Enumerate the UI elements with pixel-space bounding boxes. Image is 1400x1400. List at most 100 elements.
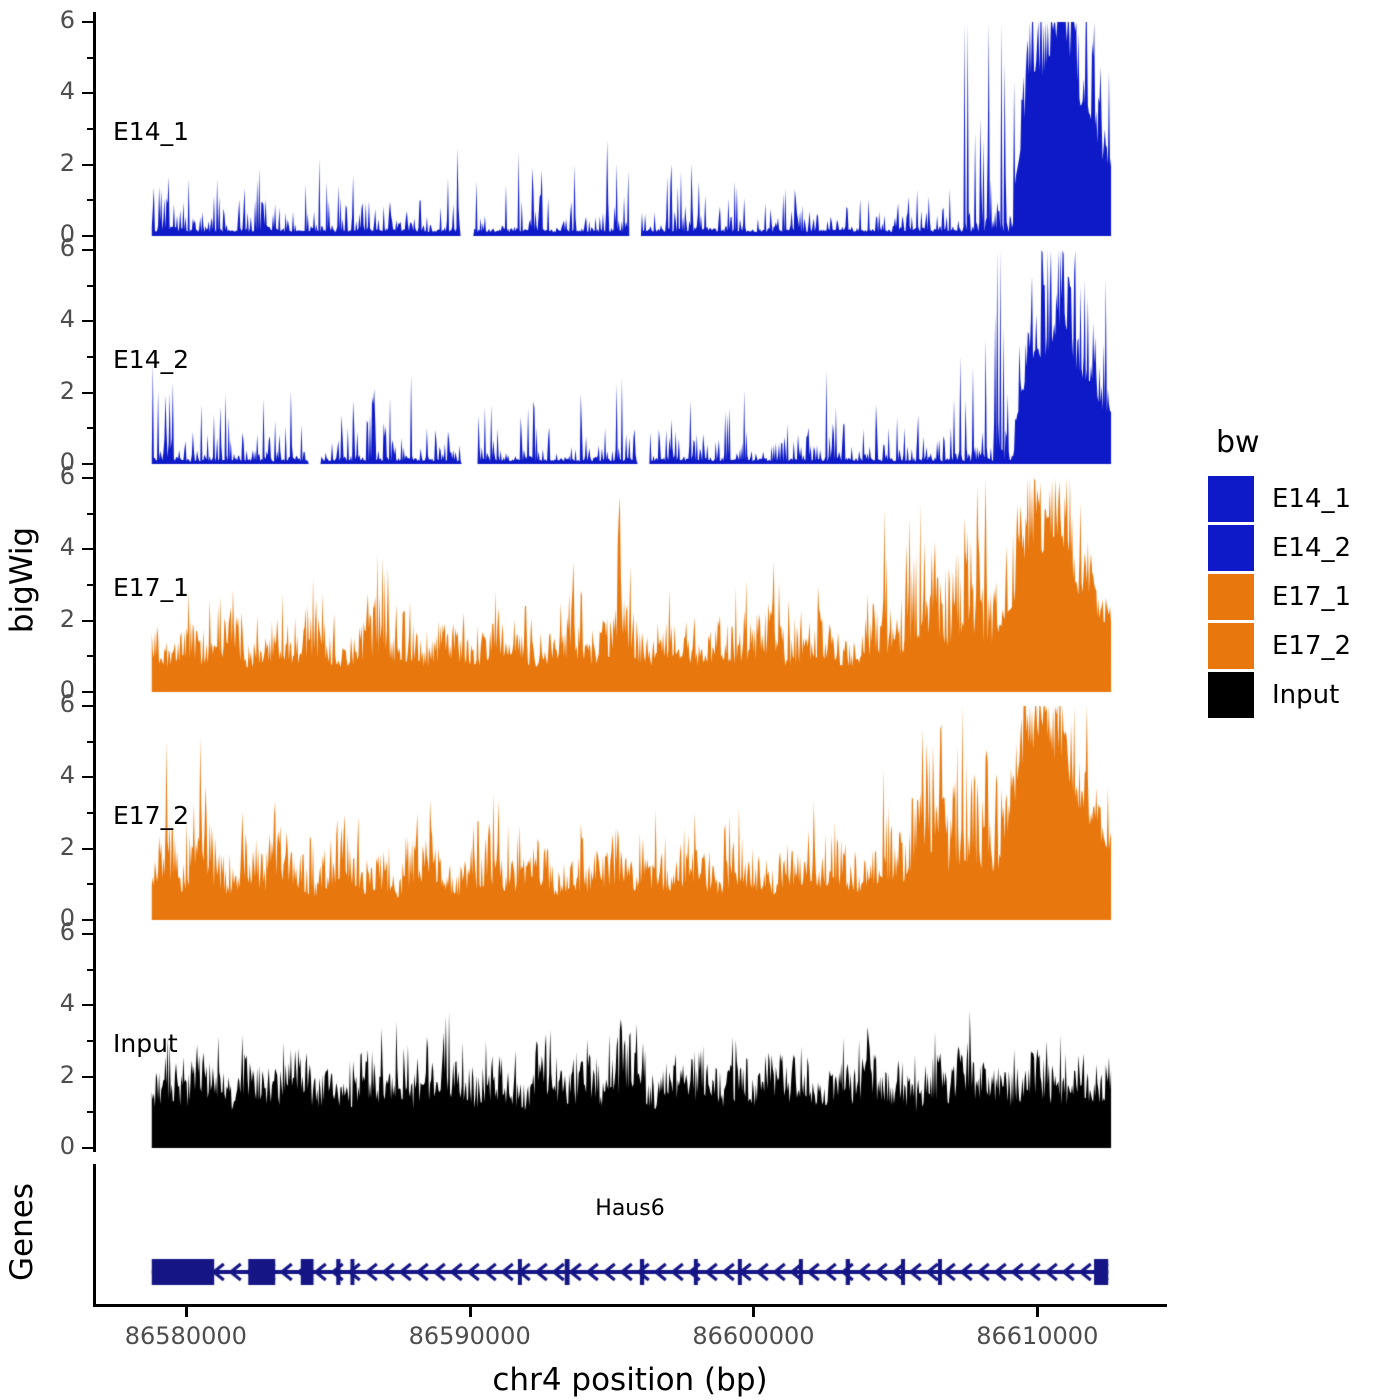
y-axis-line-e14_1 xyxy=(93,12,96,240)
y-tick-label: 6 xyxy=(59,918,75,946)
y-tick-major xyxy=(82,21,93,23)
y-tick-label: 4 xyxy=(59,761,75,790)
legend-item-list: E14_1 E14_2 E17_1 E17_2 Input xyxy=(1208,476,1351,718)
y-tick-label: 2 xyxy=(59,148,75,177)
y-tick-major xyxy=(82,92,93,95)
y-axis-label-genes: Genes xyxy=(4,1183,40,1281)
legend-item-e17_1[interactable]: E17_1 xyxy=(1208,574,1351,620)
y-tick-label: 4 xyxy=(59,305,75,334)
y-tick-label: 0 xyxy=(59,448,75,476)
y-tick-label: 2 xyxy=(59,376,75,405)
y-tick-minor xyxy=(87,427,93,430)
legend-swatch xyxy=(1208,525,1254,571)
coverage-area-input xyxy=(95,924,1165,1152)
y-axis-line-e17_2 xyxy=(93,696,96,924)
y-tick-major xyxy=(82,391,93,394)
y-tick-minor xyxy=(87,584,93,586)
y-tick-label: 0 xyxy=(59,220,75,248)
y-tick-major xyxy=(82,163,93,166)
y-tick-minor xyxy=(87,1111,93,1114)
x-tick-label: 86600000 xyxy=(692,1322,815,1350)
legend-item-input[interactable]: Input xyxy=(1208,672,1351,718)
legend-title: bw xyxy=(1216,425,1260,460)
y-tick-major xyxy=(82,933,93,935)
y-axis-line-e14_2 xyxy=(93,240,96,468)
y-tick-label: 6 xyxy=(59,234,75,262)
gene-axis-line xyxy=(93,1164,96,1304)
track-label-e17_1: E17_1 xyxy=(113,572,190,602)
track-panel-e17_1 xyxy=(95,468,1165,696)
legend-item-e14_2[interactable]: E14_2 xyxy=(1208,525,1351,571)
legend-label: E17_2 xyxy=(1272,631,1352,661)
legend-label: E17_1 xyxy=(1272,582,1352,612)
track-panel-e14_2 xyxy=(95,240,1165,468)
y-tick-major xyxy=(82,548,93,551)
y-tick-major xyxy=(82,1004,93,1007)
legend-swatch xyxy=(1208,672,1254,718)
legend-label: E14_2 xyxy=(1272,533,1352,563)
track-panel-e14_1 xyxy=(95,12,1165,240)
y-tick-major xyxy=(82,776,93,779)
track-panel-input xyxy=(95,924,1165,1152)
y-tick-major xyxy=(82,463,93,465)
y-tick-major xyxy=(82,919,93,921)
y-tick-label: 6 xyxy=(59,6,75,34)
track-label-input: Input xyxy=(113,1028,178,1058)
x-axis-line xyxy=(93,1304,1167,1307)
y-tick-label: 0 xyxy=(59,904,75,932)
legend-swatch xyxy=(1208,574,1254,620)
x-tick xyxy=(184,1307,188,1317)
gene-model-canvas xyxy=(95,1164,1165,1304)
y-tick-minor xyxy=(87,356,93,358)
y-tick-label: 0 xyxy=(59,676,75,704)
track-label-e17_2: E17_2 xyxy=(113,800,190,830)
gene-name-label: Haus6 xyxy=(595,1196,665,1221)
x-tick xyxy=(752,1307,756,1317)
x-tick-label: 86580000 xyxy=(124,1322,247,1350)
y-tick-minor xyxy=(87,1040,93,1042)
x-tick-label: 86610000 xyxy=(976,1322,1099,1350)
legend-item-e17_2[interactable]: E17_2 xyxy=(1208,623,1351,669)
y-tick-minor xyxy=(87,883,93,886)
y-tick-major xyxy=(82,1147,93,1149)
y-tick-label: 2 xyxy=(59,604,75,633)
y-tick-minor xyxy=(87,199,93,202)
y-tick-label: 2 xyxy=(59,832,75,861)
y-tick-label: 4 xyxy=(59,989,75,1018)
y-tick-major xyxy=(82,619,93,622)
x-axis-label: chr4 position (bp) xyxy=(492,1362,768,1398)
y-tick-label: 6 xyxy=(59,690,75,718)
y-axis-line-e17_1 xyxy=(93,468,96,696)
y-tick-major xyxy=(82,1075,93,1078)
legend: bw E14_1 E14_2 E17_1 E17_2 Input xyxy=(1208,425,1351,721)
y-tick-minor xyxy=(87,655,93,658)
coverage-area-e14_2 xyxy=(95,240,1165,468)
y-tick-minor xyxy=(87,740,93,743)
track-label-e14_2: E14_2 xyxy=(113,344,190,374)
y-tick-label: 2 xyxy=(59,1060,75,1089)
y-tick-major xyxy=(82,705,93,707)
y-tick-major xyxy=(82,691,93,693)
legend-label: E14_1 xyxy=(1272,484,1352,514)
x-tick xyxy=(1036,1307,1040,1317)
y-tick-major xyxy=(82,847,93,850)
y-tick-minor xyxy=(87,56,93,59)
y-tick-major xyxy=(82,235,93,237)
y-axis-label-bigwig: bigWig xyxy=(4,526,40,634)
y-tick-label: 0 xyxy=(59,1132,75,1160)
legend-swatch xyxy=(1208,476,1254,522)
y-tick-minor xyxy=(87,812,93,814)
y-tick-major xyxy=(82,249,93,251)
y-tick-minor xyxy=(87,128,93,130)
y-tick-minor xyxy=(87,512,93,515)
y-tick-minor xyxy=(87,968,93,971)
legend-item-e14_1[interactable]: E14_1 xyxy=(1208,476,1351,522)
legend-swatch xyxy=(1208,623,1254,669)
y-axis-line-input xyxy=(93,924,96,1152)
y-tick-major xyxy=(82,477,93,479)
y-tick-label: 4 xyxy=(59,533,75,562)
track-label-e14_1: E14_1 xyxy=(113,116,190,146)
y-tick-major xyxy=(82,320,93,323)
gene-panel xyxy=(95,1164,1165,1304)
